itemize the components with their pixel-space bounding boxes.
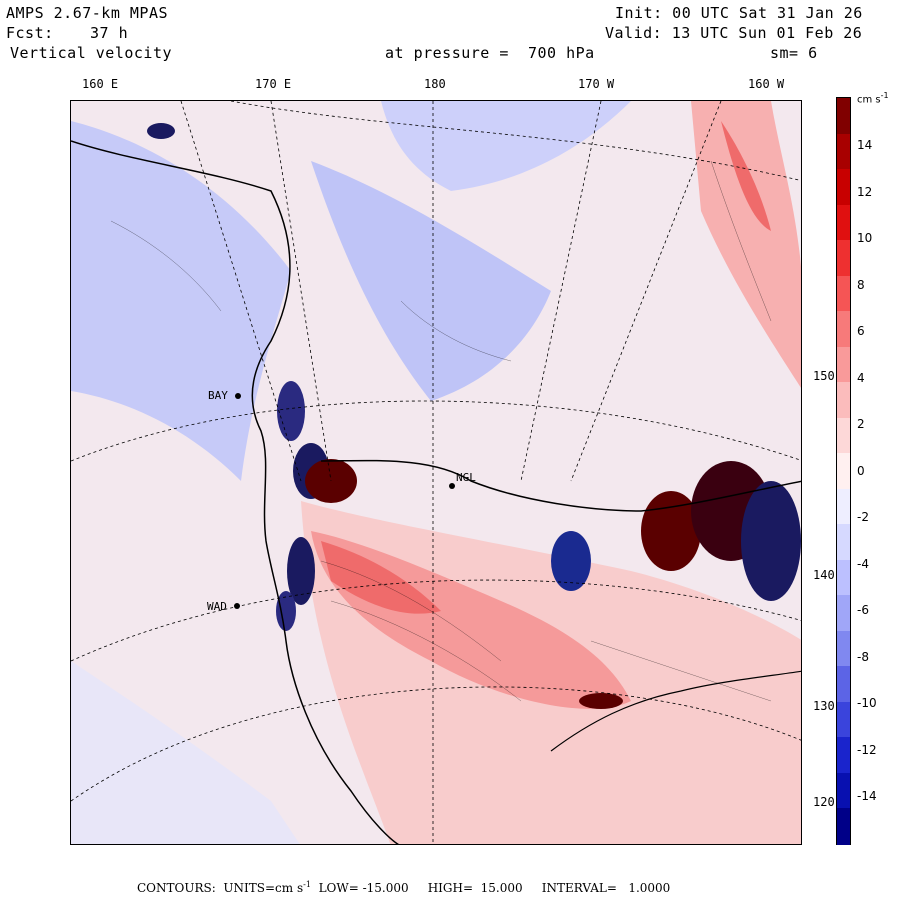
colorbar-tick-label: 14 [857,138,873,152]
init-time: Init: 00 UTC Sat 31 Jan 26 [615,4,863,22]
colorbar-segment [837,737,850,774]
colorbar-segment [837,275,850,312]
colorbar-segment [837,240,850,277]
lon-label-170w: 170 W [578,77,615,91]
colorbar-segment [837,488,850,525]
colorbar-segment [837,772,850,810]
forecast-label: Fcst: [6,24,54,42]
colorbar-segment [837,630,850,667]
colorbar-tick-label: 8 [857,277,865,292]
station-label-ngl: NGL [456,471,476,484]
colorbar-tick-label: 0 [857,463,865,478]
colorbar-segment [837,133,850,170]
field-name: Vertical velocity [10,44,173,62]
lon-label-180: 180 [424,77,446,91]
valid-time: Valid: 13 UTC Sun 01 Feb 26 [605,24,863,42]
colorbar-tick-label: 6 [857,324,865,338]
colorbar-segment [837,524,850,561]
colorbar-segment [837,204,850,241]
colorbar-segment [837,666,850,703]
colorbar-tick-label: -8 [857,649,869,664]
vertical-velocity-map: BAY NGL WAD [70,100,802,845]
negative-region-west [71,121,291,481]
colorbar-unit: cm s-1 [857,91,889,106]
contour-lines [110,160,772,702]
coastline-west [71,140,400,844]
negative-region-top [381,101,631,191]
station-marker-ngl [449,483,455,489]
positive-band-ne [691,101,801,388]
colorbar-segment [837,701,850,738]
positive-band-ne-core [721,121,771,231]
negative-region-south [71,661,300,844]
colorbar-tick-label: 4 [857,370,865,385]
colorbar-tick-label: -10 [857,696,877,710]
colorbar-segment [837,311,850,348]
lon-label-160e: 160 E [82,77,119,91]
station-marker-wad [234,603,240,609]
map-canvas [71,101,801,844]
positive-core [321,541,441,614]
smoothing: sm= 6 [770,44,818,62]
colorbar-segment [837,595,850,632]
station-label-bay: BAY [208,389,228,402]
colorbar-segment [837,808,850,845]
station-marker-bay [235,393,241,399]
colorbar-tick-label: -2 [857,510,869,524]
negative-region-north [311,161,551,401]
colorbar-tick-label: 2 [857,417,865,431]
colorbar-segment [837,169,850,206]
colorbar-tick-label: 12 [857,184,873,199]
colorbar-segment [837,98,850,135]
station-label-wad: WAD [207,600,227,613]
colorbar-segment [837,559,850,596]
lon-label-160w: 160 W [748,77,785,91]
colorbar-tick-label: -6 [857,603,869,617]
pressure-level: at pressure = 700 hPa [385,44,595,62]
model-title: AMPS 2.67-km MPAS [6,4,169,22]
colorbar-segment [837,417,850,454]
ice-shelf-front [320,459,801,512]
mountain-convection [147,123,801,709]
colorbar-tick-label: -14 [857,789,877,803]
colorbar-tick-label: 10 [857,231,873,245]
graticule [71,101,801,844]
lon-label-170e: 170 E [255,77,292,91]
colorbar-segment [837,453,850,490]
colorbar-segment [837,382,850,419]
coastline-east [550,670,801,752]
colorbar-tick-label: -12 [857,742,877,757]
colorbar-tick-label: -4 [857,556,869,571]
colorbar [836,97,851,845]
colorbar-segment [837,346,850,383]
forecast-hour: 37 h [90,24,129,42]
contour-footer: CONTOURS: UNITS=cm s-1 LOW= -15.000 HIGH… [137,880,671,895]
